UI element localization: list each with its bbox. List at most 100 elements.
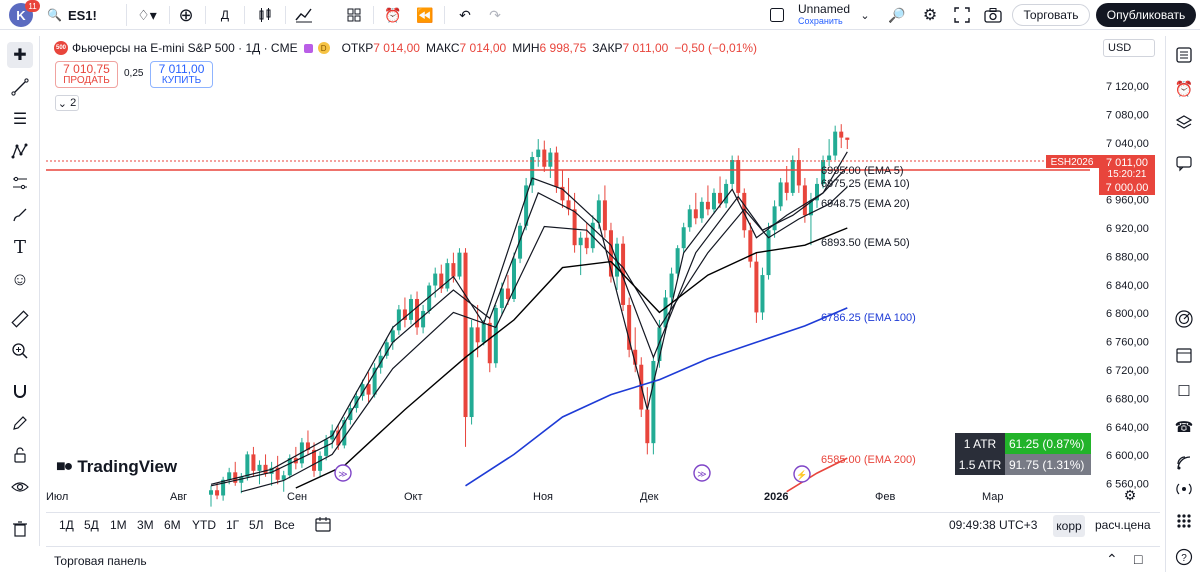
buy-button[interactable]: 7 011,00 КУПИТЬ — [150, 61, 213, 88]
ruler-icon[interactable] — [7, 306, 33, 332]
alerts-icon[interactable]: ⏰ — [1174, 81, 1194, 98]
candle-body — [742, 192, 747, 231]
candle-body — [675, 248, 680, 274]
chat-icon[interactable] — [1171, 150, 1197, 176]
timeframe-ytd[interactable]: YTD — [192, 518, 216, 532]
date-range-icon[interactable] — [314, 516, 332, 537]
price-tick-label: 7 120,00 — [1106, 81, 1149, 93]
add-symbol-button[interactable]: ⊕ — [178, 4, 194, 25]
countdown-text: 15:20:21 — [1108, 169, 1147, 180]
ideas-icon[interactable]: ☐ — [1177, 383, 1191, 400]
price-tick-label: 6 720,00 — [1106, 365, 1149, 377]
target-icon[interactable] — [1171, 306, 1197, 332]
candle — [469, 319, 474, 425]
publish-button[interactable]: Опубликовать — [1096, 3, 1196, 27]
layout-checkbox-icon[interactable] — [766, 4, 788, 26]
candle-body — [802, 185, 807, 216]
candle-body — [596, 200, 601, 223]
watchlist-icon[interactable] — [1171, 42, 1197, 68]
flag-icon[interactable] — [303, 43, 313, 53]
timeframe-6m[interactable]: 6М — [164, 518, 181, 532]
horizontal-lines-icon[interactable]: ☰ — [12, 111, 28, 128]
candle — [536, 139, 541, 167]
timeframe-1y[interactable]: 1Г — [226, 518, 240, 532]
zoom-in-icon[interactable] — [7, 338, 33, 364]
calendar-icon[interactable] — [1171, 342, 1197, 368]
data-window-icon[interactable] — [1171, 110, 1197, 136]
emoji-icon[interactable]: ☺ — [10, 268, 30, 289]
magnet-icon[interactable] — [7, 378, 33, 404]
candle — [718, 176, 723, 208]
stream-icon[interactable] — [1171, 476, 1197, 502]
fullscreen-icon[interactable] — [951, 4, 973, 26]
interval-button[interactable]: Д — [220, 8, 230, 22]
diamond-icon[interactable]: ♢▾ — [137, 6, 157, 23]
redo-icon[interactable]: ↷ — [489, 6, 501, 23]
trendline-icon[interactable] — [7, 74, 33, 100]
candle-body — [245, 454, 250, 477]
chevron-up-icon[interactable]: ⌃ — [1106, 551, 1118, 567]
candle-body — [718, 192, 723, 204]
crosshair-icon[interactable]: ✚ — [7, 42, 33, 68]
chevron-down-icon[interactable]: ⌄ — [860, 9, 870, 22]
tradingview-logo[interactable]: ■● TradingView — [56, 457, 177, 477]
trade-button[interactable]: Торговать — [1012, 4, 1090, 26]
lock-icon[interactable] — [7, 442, 33, 468]
price-chart[interactable]: 6995.00 (EMA 5)6975.25 (EMA 10) 6948.75 (… — [46, 36, 1160, 512]
timeframe-5y[interactable]: 5Л — [249, 518, 264, 532]
candle-body — [711, 192, 716, 210]
currency-selector[interactable]: USD — [1103, 39, 1155, 57]
candle-body — [427, 285, 432, 311]
symbol-title[interactable]: Фьючерсы на E-mini S&P 500 · 1Д · CME — [72, 41, 298, 55]
hotlist-icon[interactable]: ☎ — [1174, 419, 1194, 436]
timeframe-1m[interactable]: 1М — [110, 518, 127, 532]
save-link[interactable]: Сохранить — [798, 16, 843, 26]
undo-icon[interactable]: ↶ — [459, 6, 471, 23]
signal-feed-icon[interactable] — [1171, 450, 1197, 476]
trading-panel-bar[interactable]: Торговая панель ⌃ □ — [46, 546, 1160, 572]
candle — [590, 215, 595, 253]
lightning-marker-icon — [793, 465, 811, 483]
brush-icon[interactable] — [7, 202, 33, 228]
layout-name[interactable]: Unnamed Сохранить — [798, 3, 858, 27]
symbol-search[interactable]: 🔍 ES1! — [47, 4, 127, 26]
replay-icon[interactable]: ⏪ — [416, 6, 434, 23]
pattern-icon[interactable] — [7, 138, 33, 164]
candles-icon[interactable] — [253, 4, 277, 26]
candle — [366, 372, 371, 403]
symbol-logo: 500 — [54, 41, 68, 55]
timeframe-all[interactable]: Все — [274, 518, 295, 532]
indicators-collapse-button[interactable]: ⌄ 2 — [55, 95, 79, 111]
timeframe-5d[interactable]: 5Д — [84, 518, 99, 532]
layout-grid-icon[interactable] — [343, 4, 365, 26]
camera-icon[interactable] — [982, 4, 1004, 26]
trash-icon[interactable] — [7, 516, 33, 542]
indicators-icon[interactable] — [293, 4, 315, 26]
sell-button[interactable]: 7 010,75 ПРОДАТЬ — [55, 61, 118, 88]
prediction-icon[interactable] — [7, 170, 33, 196]
change-value: −0,50 (−0,01%) — [674, 41, 758, 55]
candle — [815, 177, 819, 208]
candle — [396, 304, 401, 335]
quick-search-icon[interactable]: 🔎 — [888, 6, 906, 23]
maximize-panel-icon[interactable]: □ — [1134, 551, 1143, 567]
scale-mode-button[interactable]: расч.цена — [1095, 518, 1151, 532]
candle — [305, 430, 310, 455]
adjustment-toggle[interactable]: корр — [1053, 515, 1085, 537]
candle — [281, 470, 286, 492]
eye-icon[interactable] — [7, 474, 33, 500]
timeframe-1d[interactable]: 1Д — [59, 518, 74, 532]
help-icon[interactable]: ? — [1171, 544, 1197, 570]
alert-clock-icon[interactable]: ⏰ — [384, 6, 402, 23]
clock-timezone[interactable]: 09:49:38 UTC+3 — [949, 518, 1038, 532]
text-tool-icon[interactable]: T — [13, 236, 26, 258]
timeframe-3m[interactable]: 3М — [137, 518, 154, 532]
settings-gear-icon[interactable]: ⚙ — [922, 7, 938, 24]
lock-drawings-pencil-icon[interactable] — [7, 410, 33, 436]
apps-grid-icon[interactable] — [1171, 508, 1197, 534]
ema-labels: 6995.00 (EMA 5)6975.25 (EMA 10) 6948.75 (… — [821, 165, 916, 466]
time-tick-label: Фев — [875, 491, 895, 503]
candle-body — [766, 230, 771, 276]
price-axis: 7 120,00 7 080,00 7 040,00 7 000,006 960,00… — [1106, 81, 1149, 491]
price-tick-label: 6 560,00 — [1106, 479, 1149, 491]
